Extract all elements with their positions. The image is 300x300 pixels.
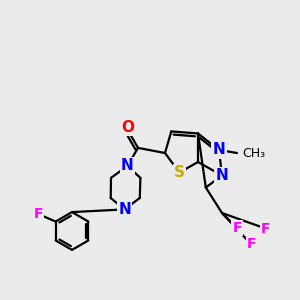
Text: F: F [261,222,271,236]
Text: F: F [232,221,242,235]
Text: N: N [213,142,225,158]
Text: N: N [121,158,134,173]
Text: N: N [216,168,228,183]
Text: S: S [174,165,185,180]
Text: N: N [118,202,131,217]
Text: F: F [247,238,256,251]
Text: F: F [34,207,43,221]
Text: CH₃: CH₃ [242,147,266,161]
Text: O: O [121,120,134,135]
